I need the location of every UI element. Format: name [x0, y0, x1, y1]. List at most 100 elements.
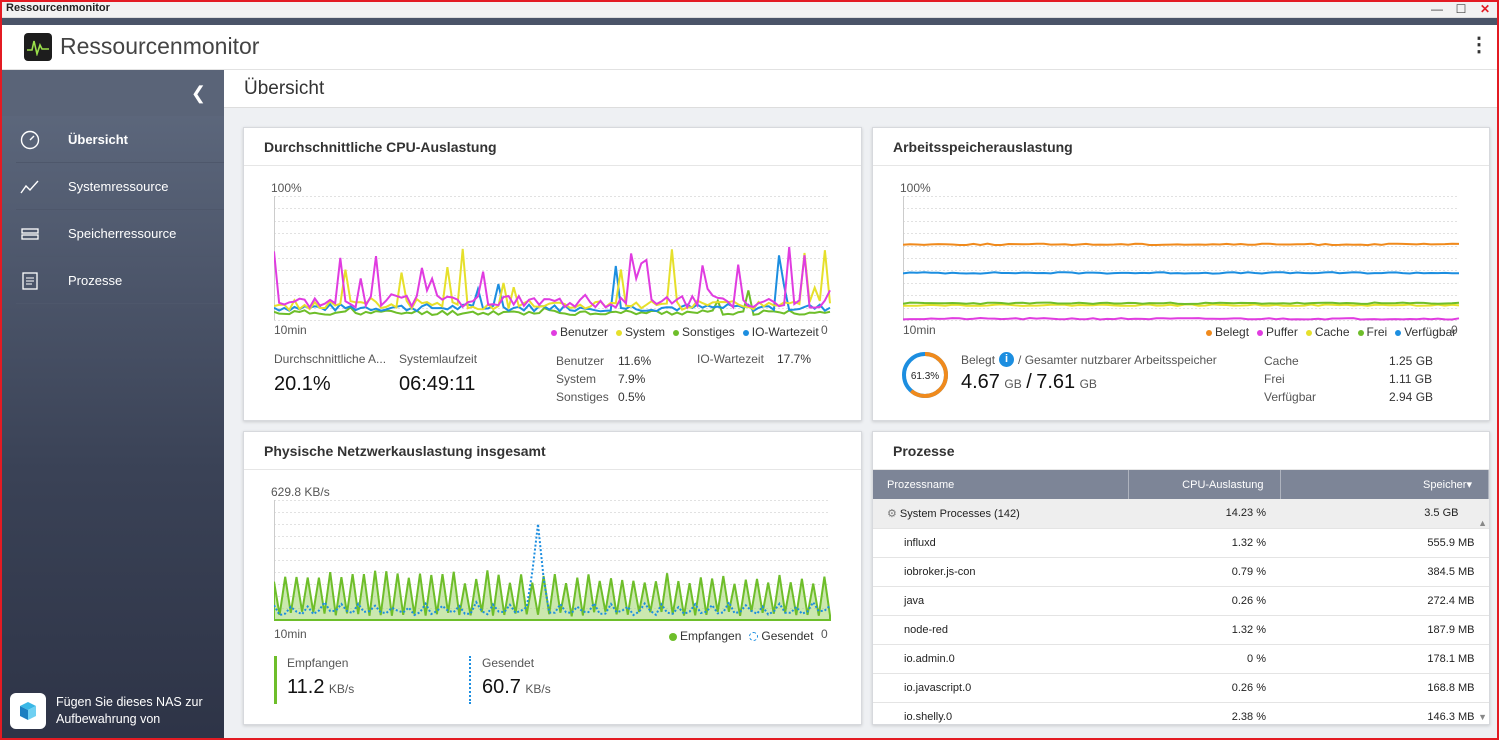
mem-stat-value: 2.94 GB — [1389, 390, 1434, 404]
total-unit: GB — [1079, 377, 1097, 391]
process-name: influxd — [873, 528, 1128, 558]
cube-icon — [10, 693, 46, 729]
used-label: Belegt — [961, 352, 996, 367]
series-verfuegbar — [903, 271, 1460, 275]
net-ymax-label: 629.8 KB/s — [271, 485, 330, 499]
cpu-legend: Benutzer System Sonstiges IO-Wartezeit — [551, 325, 819, 339]
uptime-value: 06:49:11 — [399, 373, 476, 395]
stat-label: Sonstiges — [556, 390, 609, 404]
process-name: io.shelly.0 — [873, 702, 1128, 724]
app-logo-icon — [24, 33, 52, 61]
processes-table: Prozessname CPU-Auslastung Speicher▾ ⚙ S… — [873, 470, 1489, 724]
stat-value: 7.9% — [618, 372, 646, 386]
process-memory: 178.1 MB — [1280, 644, 1489, 674]
received-unit: KB/s — [328, 682, 355, 696]
legend-item: System — [616, 325, 665, 339]
memory-gauge-label: 61.3% — [911, 371, 939, 382]
cpu-chart — [274, 196, 831, 321]
process-cpu: 14.23 % — [1128, 499, 1280, 529]
process-name: node-red — [873, 615, 1128, 645]
sent-label: Gesendet — [482, 656, 535, 670]
process-cpu: 1.32 % — [1128, 615, 1280, 645]
memory-chart — [903, 196, 1460, 321]
mem-stat-value: 1.11 GB — [1389, 372, 1433, 386]
table-row[interactable]: io.javascript.0 0.26 % 168.8 MB — [873, 673, 1489, 703]
app-header: Ressourcenmonitor ⋮ — [2, 25, 1497, 70]
process-group-icon: ⚙ — [887, 507, 900, 520]
cpu-x-label: 10min — [274, 323, 307, 337]
series-benutzer — [274, 246, 831, 310]
net-x-label: 10min — [274, 627, 307, 641]
page-title: Übersicht — [224, 70, 1497, 108]
sidebar-item-label: Prozesse — [68, 272, 123, 288]
legend-sent: Gesendet — [761, 629, 814, 643]
table-row[interactable]: iobroker.js-con 0.79 % 384.5 MB — [873, 557, 1489, 587]
qnap-promo[interactable]: Fügen Sie dieses NAS zur Aufbewahrung vo… — [10, 692, 220, 730]
network-legend: Empfangen Gesendet — [669, 629, 813, 643]
process-cpu: 0.26 % — [1128, 586, 1280, 616]
mem-zero-label: 0 — [1451, 323, 1458, 337]
col-process-name[interactable]: Prozessname — [873, 470, 1129, 499]
more-options-icon[interactable]: ⋮ — [1469, 34, 1489, 56]
total-value: 7.61 — [1036, 371, 1076, 393]
table-row[interactable]: node-red 1.32 % 187.9 MB — [873, 615, 1489, 645]
process-memory: 384.5 MB — [1280, 557, 1489, 587]
sidebar-item-overview[interactable]: Übersicht — [16, 116, 224, 163]
mem-stat-label: Cache — [1264, 354, 1299, 368]
table-row[interactable]: io.admin.0 0 % 178.1 MB — [873, 644, 1489, 674]
mem-stat-label: Frei — [1264, 372, 1285, 386]
process-cpu: 0 % — [1128, 644, 1280, 674]
uptime-label: Systemlaufzeit — [399, 352, 478, 366]
storage-icon — [21, 228, 39, 240]
received-marker — [274, 656, 277, 704]
cpu-ymax-label: 100% — [271, 181, 302, 195]
mem-ymax-label: 100% — [900, 181, 931, 195]
table-row[interactable]: io.shelly.0 2.38 % 146.3 MB — [873, 702, 1489, 724]
col-memory[interactable]: Speicher▾ — [1280, 470, 1489, 499]
info-icon[interactable]: i — [999, 352, 1015, 367]
sidebar-item-processes[interactable]: Prozesse — [16, 257, 224, 304]
series-io-wartezeit — [274, 255, 831, 313]
process-cpu: 0.79 % — [1128, 557, 1280, 587]
window-title: Ressourcenmonitor — [6, 2, 110, 14]
sidebar-item-system-resource[interactable]: Systemressource — [16, 163, 224, 210]
received-value: 11.2 — [287, 676, 325, 698]
scroll-up-icon[interactable]: ▲ — [1478, 518, 1487, 528]
maximize-icon[interactable]: ☐ — [1455, 2, 1467, 16]
process-memory: 272.4 MB — [1280, 586, 1489, 616]
scroll-down-icon[interactable]: ▼ — [1478, 712, 1487, 722]
col-cpu[interactable]: CPU-Auslastung — [1128, 470, 1281, 499]
legend-item: Frei — [1357, 325, 1387, 339]
app-title: Ressourcenmonitor — [60, 33, 260, 59]
process-memory: 187.9 MB — [1280, 615, 1489, 645]
series-puffer — [903, 316, 1460, 321]
avg-cpu-label: Durchschnittliche A... — [274, 352, 387, 366]
sent-unit: KB/s — [525, 682, 551, 696]
process-name: io.admin.0 — [873, 644, 1128, 674]
legend-item: Puffer — [1257, 325, 1298, 339]
series-cache — [903, 303, 1460, 307]
mem-stat-label: Verfügbar — [1264, 390, 1317, 404]
cpu-zero-label: 0 — [821, 323, 828, 337]
process-name: ⚙ System Processes (142) — [873, 499, 1128, 529]
legend-item: IO-Wartezeit — [742, 325, 819, 339]
stat-label: Benutzer — [556, 354, 605, 368]
table-row[interactable]: java 0.26 % 272.4 MB — [873, 586, 1489, 616]
series-sonstiges — [274, 290, 831, 317]
minimize-icon[interactable]: — — [1431, 2, 1443, 16]
process-cpu: 2.38 % — [1128, 702, 1280, 724]
sidebar-item-label: Speicherressource — [68, 225, 177, 241]
table-row[interactable]: influxd 1.32 % 555.9 MB — [873, 528, 1489, 558]
sidebar-item-storage-resource[interactable]: Speicherressource — [16, 210, 224, 257]
close-icon[interactable]: ✕ — [1479, 2, 1491, 16]
collapse-sidebar-icon[interactable]: ❮ — [190, 83, 206, 103]
process-name: iobroker.js-con — [873, 557, 1128, 587]
total-label: / Gesamter nutzbarer Arbeitsspeicher — [1018, 352, 1217, 367]
series-frei — [903, 301, 1460, 306]
series-empfangen — [274, 570, 831, 621]
network-card-title: Physische Netzwerkauslastung insgesamt — [244, 432, 861, 470]
table-row[interactable]: ⚙ System Processes (142) 14.23 % 3.5 GB — [873, 499, 1489, 529]
series-gesendet — [274, 523, 831, 617]
sidebar: ❮ Übersicht Systemressource Speicherress… — [2, 70, 224, 738]
